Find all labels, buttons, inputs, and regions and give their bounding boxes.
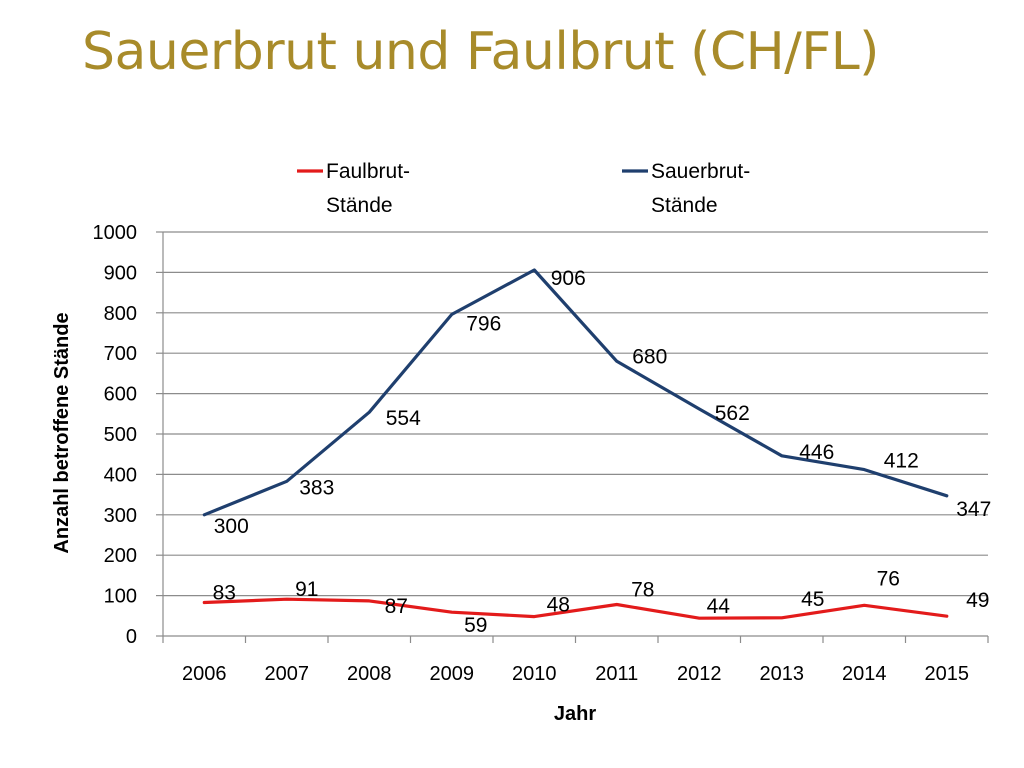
data-label: 446 [799,441,834,464]
data-label: 554 [386,407,421,430]
data-label: 44 [707,595,731,618]
y-tick-label: 700 [104,343,137,365]
x-tick-label: 2015 [925,663,970,685]
axes: 0 100 200 300 400 500 600 700 800 900 1000 2006 2007… [93,222,989,685]
data-label: 87 [385,595,408,618]
data-label: 562 [715,402,750,425]
data-label: 796 [466,312,501,335]
data-label: 91 [295,578,318,601]
y-tick-label: 300 [104,505,137,527]
data-label: 383 [299,476,334,499]
y-tick-label: 600 [104,384,137,406]
y-tick-label: 800 [104,303,137,325]
series-line-faulbrut [202,597,949,620]
y-tick-label: 900 [104,262,137,284]
x-tick-label: 2011 [595,663,638,685]
x-tick-label: 2009 [430,663,475,685]
y-tick-label: 0 [126,626,137,648]
data-label: 83 [213,581,236,604]
data-labels: 83 91 87 59 48 78 44 45 76 49 300 383 554 796 906 680 56… [213,267,992,637]
y-tick-label: 1000 [93,222,138,244]
x-tick-label: 2007 [265,663,310,685]
x-axis-title: Jahr [554,703,596,725]
legend-label: Stände [651,194,718,217]
data-label: 412 [884,450,919,473]
legend: Faulbrut- Stände Sauerbrut- Stände [297,160,750,217]
x-tick-label: 2006 [182,663,227,685]
legend-label: Sauerbrut- [651,160,750,183]
data-label: 680 [632,345,667,368]
x-tick-label: 2010 [512,663,557,685]
data-label: 48 [547,594,570,617]
legend-label: Stände [326,194,393,217]
x-tick-label: 2012 [677,663,722,685]
series-lines [202,268,949,620]
x-tick-label: 2014 [842,663,887,685]
legend-label: Faulbrut- [326,160,410,183]
data-label: 59 [464,614,487,637]
series-line-sauerbrut [202,268,949,517]
x-tick-label: 2013 [760,663,805,685]
slide-title: Sauerbrut und Faulbrut (CH/FL) [82,22,879,82]
data-label: 300 [214,515,249,538]
data-label: 906 [551,267,586,290]
data-label: 45 [801,588,824,611]
data-label: 76 [877,567,900,590]
data-label: 49 [966,589,989,612]
x-tick-label: 2008 [347,663,392,685]
y-axis-title: Anzahl betroffene Stände [51,312,73,553]
y-tick-label: 100 [104,586,137,608]
gridlines [163,231,988,597]
y-tick-label: 500 [104,424,137,446]
data-label: 78 [631,578,654,601]
y-tick-label: 200 [104,545,137,567]
data-label: 347 [956,498,991,521]
y-tick-label: 400 [104,464,137,486]
